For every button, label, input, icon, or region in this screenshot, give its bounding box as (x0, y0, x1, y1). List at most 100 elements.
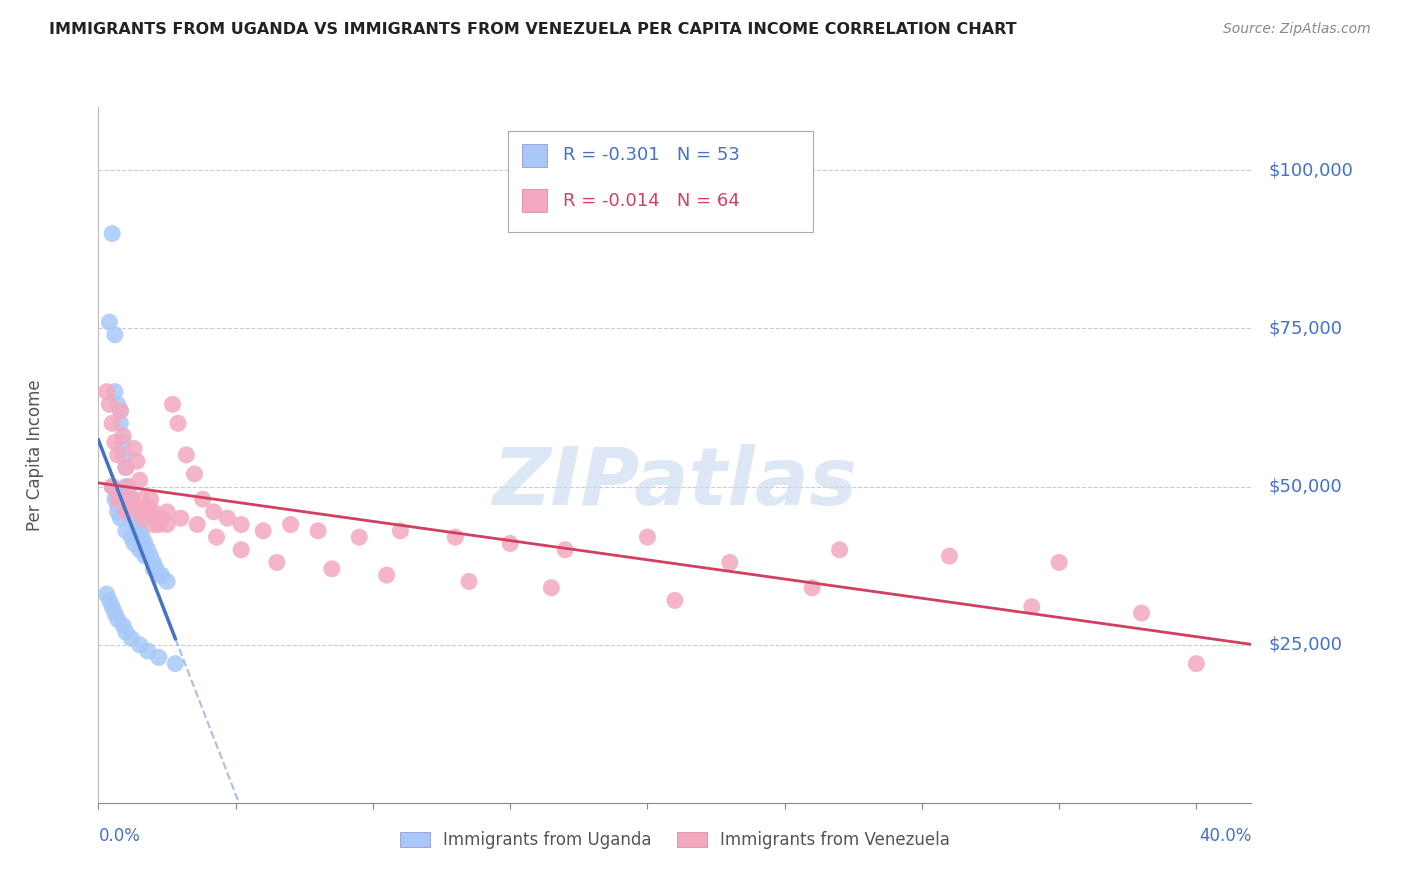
Point (115, 479, 138, 493)
Point (110, 417, 132, 431)
Text: IMMIGRANTS FROM UGANDA VS IMMIGRANTS FROM VENEZUELA PER CAPITA INCOME CORRELATIO: IMMIGRANTS FROM UGANDA VS IMMIGRANTS FRO… (49, 22, 1017, 37)
Point (148, 517, 170, 532)
Point (142, 517, 165, 532)
Point (115, 460, 138, 475)
Point (120, 530, 142, 544)
Point (128, 524, 150, 538)
Point (231, 542, 253, 557)
Point (131, 530, 153, 544)
Point (156, 517, 179, 532)
Point (136, 542, 159, 557)
Bar (522, 189, 547, 212)
Point (104, 606, 127, 620)
Point (98, 593, 121, 607)
Point (375, 568, 398, 582)
Point (801, 581, 824, 595)
Point (120, 505, 142, 519)
Point (554, 542, 576, 557)
Point (120, 492, 142, 507)
Point (101, 479, 124, 493)
Point (107, 448, 129, 462)
Point (139, 492, 162, 507)
Point (1130, 606, 1153, 620)
Point (101, 599, 124, 614)
Point (128, 542, 150, 557)
Point (150, 568, 173, 582)
Text: $75,000: $75,000 (1268, 319, 1343, 337)
Point (122, 511, 145, 525)
Point (107, 612, 129, 626)
Point (122, 442, 145, 456)
Point (444, 530, 467, 544)
Point (125, 524, 148, 538)
Text: 0.0%: 0.0% (98, 827, 141, 845)
Point (148, 650, 170, 665)
Point (458, 574, 481, 589)
Point (174, 448, 197, 462)
Point (115, 505, 138, 519)
Point (202, 505, 225, 519)
Point (321, 562, 343, 576)
Point (107, 505, 129, 519)
Point (128, 638, 150, 652)
Point (136, 499, 159, 513)
Point (664, 593, 686, 607)
Point (142, 562, 165, 576)
Point (122, 499, 145, 513)
Point (1021, 599, 1043, 614)
Point (170, 511, 193, 525)
Point (96, 587, 118, 601)
Text: ZIPatlas: ZIPatlas (492, 443, 858, 522)
Point (112, 435, 135, 450)
Point (104, 435, 127, 450)
Point (307, 524, 329, 538)
Point (150, 511, 173, 525)
Point (499, 536, 522, 550)
Point (145, 562, 167, 576)
Point (134, 536, 156, 550)
Point (98, 397, 121, 411)
Point (101, 227, 124, 241)
Point (112, 429, 135, 443)
Point (217, 511, 239, 525)
Point (131, 511, 153, 525)
Point (104, 384, 127, 399)
Point (142, 556, 165, 570)
Point (266, 556, 288, 570)
Point (162, 397, 184, 411)
Point (107, 499, 129, 513)
FancyBboxPatch shape (508, 131, 813, 232)
Point (139, 549, 162, 563)
Point (145, 511, 167, 525)
Text: R = -0.014   N = 64: R = -0.014 N = 64 (562, 192, 740, 210)
Point (389, 524, 412, 538)
Point (115, 460, 138, 475)
Point (636, 530, 658, 544)
Point (117, 492, 139, 507)
Point (938, 549, 960, 563)
Text: Per Capita Income: Per Capita Income (25, 379, 44, 531)
Point (101, 417, 124, 431)
Text: $25,000: $25,000 (1268, 636, 1343, 654)
Point (134, 505, 156, 519)
Point (115, 524, 138, 538)
Point (131, 492, 153, 507)
Point (1047, 556, 1070, 570)
Point (110, 403, 132, 417)
Point (148, 568, 170, 582)
Point (252, 524, 274, 538)
Point (117, 486, 139, 500)
Point (156, 574, 179, 589)
Point (128, 530, 150, 544)
Point (540, 581, 562, 595)
Point (186, 517, 208, 532)
Point (117, 479, 139, 493)
Text: $100,000: $100,000 (1268, 161, 1354, 179)
Point (110, 403, 132, 417)
Point (120, 632, 142, 646)
Point (115, 625, 138, 640)
Point (131, 536, 153, 550)
Point (828, 542, 851, 557)
Point (125, 454, 148, 468)
Point (112, 448, 135, 462)
